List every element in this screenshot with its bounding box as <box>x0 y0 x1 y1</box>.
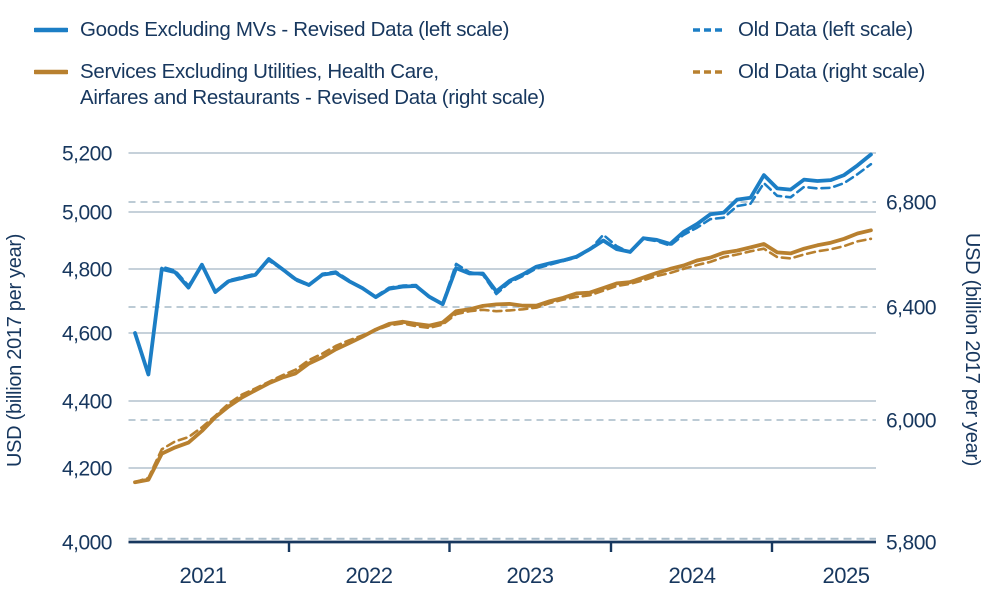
left-tick-label-4800: 4,800 <box>62 259 112 282</box>
legend-item-services-revised: Services Excluding Utilities, Health Car… <box>34 59 545 111</box>
x-tick-label-2022: 2022 <box>346 563 393 588</box>
legend-label: Services Excluding Utilities, Health Car… <box>80 59 545 111</box>
left-tick-label-4600: 4,600 <box>62 323 112 346</box>
series-line-2-revised <box>133 228 873 485</box>
series-line-3-old <box>133 237 873 484</box>
legend-label: Old Data (left scale) <box>738 18 913 41</box>
services-old-swatch <box>693 70 725 74</box>
legend-item-goods-revised: Goods Excluding MVs - Revised Data (left… <box>34 17 509 43</box>
legend-item-services-old: Old Data (right scale) <box>692 59 925 85</box>
right-tick-label-6000: 6,000 <box>886 410 936 433</box>
x-tick-label-2021: 2021 <box>180 563 227 588</box>
left-tick-label-5200: 5,200 <box>62 143 112 166</box>
left-tick-label-4000: 4,000 <box>62 532 112 555</box>
legend-item-goods-old: Old Data (left scale) <box>692 17 913 43</box>
goods-revised-swatch <box>34 27 68 33</box>
services-revised-swatch <box>34 69 68 75</box>
right-tick-label-6800: 6,800 <box>886 192 936 215</box>
series-line-1-old <box>133 162 873 376</box>
left-tick-label-5000: 5,000 <box>62 202 112 225</box>
left-tick-label-4400: 4,400 <box>62 391 112 414</box>
right-axis-title: USD (billion 2017 per year) <box>961 233 983 467</box>
right-tick-label-5800: 5,800 <box>886 532 936 555</box>
legend-label-line2: Airfares and Restaurants - Revised Data … <box>80 86 545 109</box>
left-tick-label-4200: 4,200 <box>62 458 112 481</box>
x-tick-label-2025: 2025 <box>823 563 870 588</box>
right-tick-label-6400: 6,400 <box>886 297 936 320</box>
x-tick-label-2023: 2023 <box>507 563 554 588</box>
x-tick-label-2024: 2024 <box>669 563 716 588</box>
legend-label: Old Data (right scale) <box>738 60 926 83</box>
goods-old-swatch <box>693 28 725 32</box>
legend-label-line1: Services Excluding Utilities, Health Car… <box>80 60 439 83</box>
legend-label: Goods Excluding MVs - Revised Data (left… <box>80 18 510 41</box>
